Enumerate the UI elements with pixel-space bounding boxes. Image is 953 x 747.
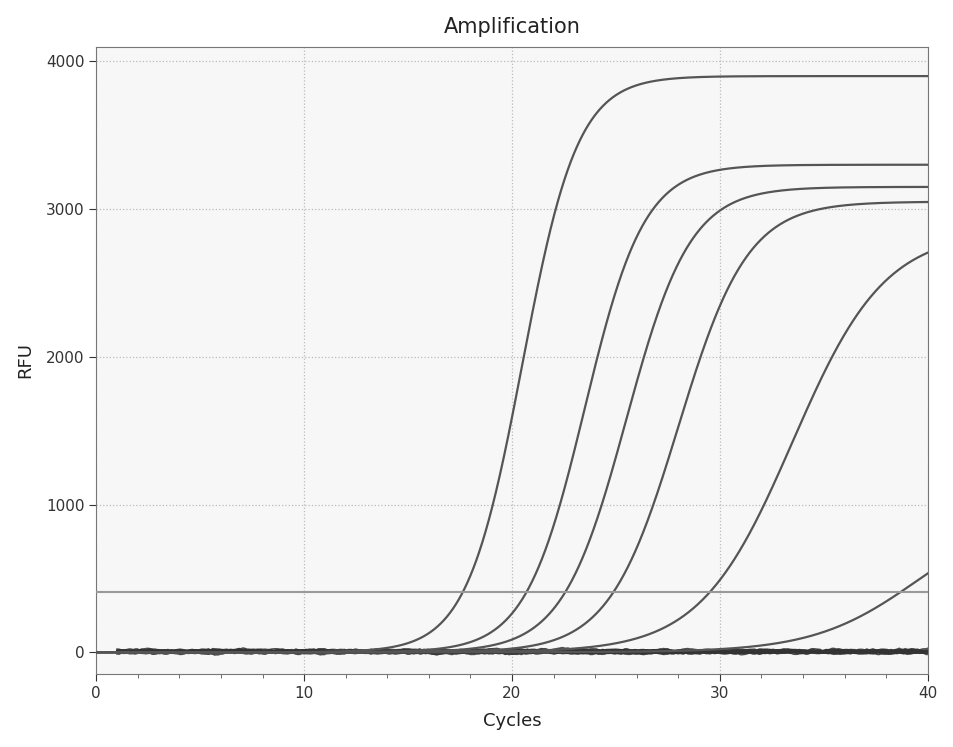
X-axis label: Cycles: Cycles: [482, 713, 540, 731]
Title: Amplification: Amplification: [443, 16, 579, 37]
Y-axis label: RFU: RFU: [16, 342, 34, 379]
